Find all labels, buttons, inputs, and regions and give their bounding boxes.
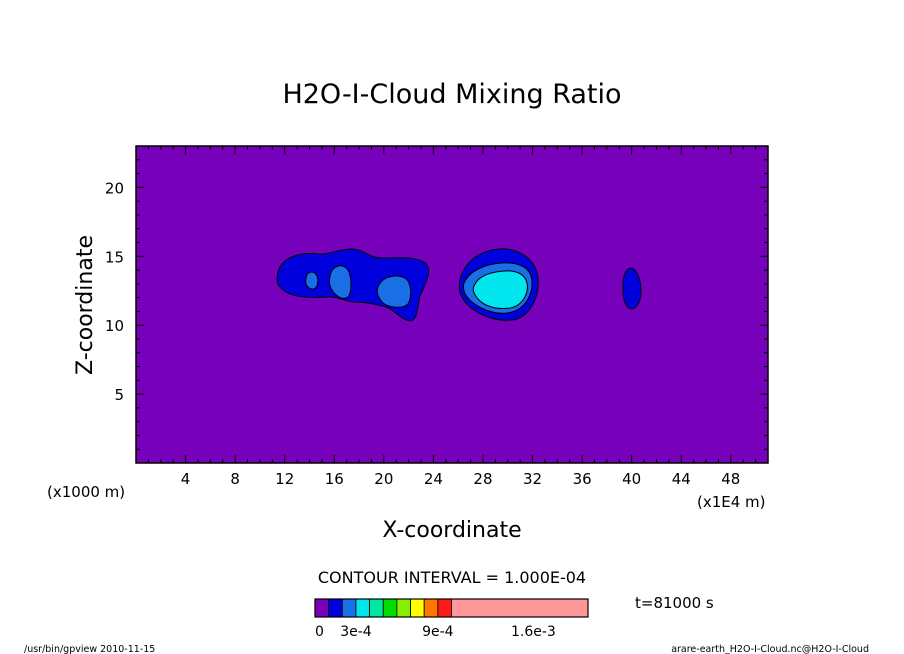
y-tick-label: 10 <box>105 317 124 335</box>
x-axis-label: X-coordinate <box>382 518 521 543</box>
chart-title: H2O-I-Cloud Mixing Ratio <box>282 79 621 110</box>
contour-fields <box>276 248 642 322</box>
colorbar-swatch <box>396 598 411 618</box>
colorbar-swatch <box>437 598 452 618</box>
colorbar-swatch <box>382 598 398 618</box>
colorbar-label: 1.6e-3 <box>511 624 556 640</box>
y-axis-label: Z-coordinate <box>73 235 98 375</box>
x-tick-label: 12 <box>275 470 294 488</box>
x-tick-label: 48 <box>721 470 740 488</box>
x-tick-label: 16 <box>325 470 344 488</box>
time-label: t=81000 s <box>635 594 714 612</box>
colorbar-label: 9e-4 <box>422 624 454 640</box>
colorbar-frame <box>314 598 589 618</box>
x-tick-label: 44 <box>672 470 691 488</box>
colorbar-swatch <box>341 598 357 618</box>
x-tick-label: 40 <box>622 470 641 488</box>
footer-left: /usr/bin/gpview 2010-11-15 <box>24 644 155 654</box>
colorbar-swatch <box>314 598 330 618</box>
colorbar-label: 0 <box>315 624 324 640</box>
colorbar-labels: 0 3e-4 9e-4 1.6e-3 <box>315 624 556 640</box>
contour-right-level1 <box>622 267 642 310</box>
contour-left-level2-c <box>376 275 412 308</box>
y-tick-label: 15 <box>105 248 124 266</box>
x-axis: 4 8 12 16 20 24 28 32 36 40 44 48 <box>147 146 757 488</box>
x-tick-label: 4 <box>181 470 191 488</box>
x-unit-left: (x1000 m) <box>47 483 125 501</box>
x-tick-label: 20 <box>374 470 393 488</box>
contour-center-level3 <box>472 270 528 309</box>
plot-area <box>136 146 768 463</box>
colorbar-swatch <box>451 598 589 618</box>
y-tick-label: 5 <box>114 386 124 404</box>
x-unit-right: (x1E4 m) <box>697 493 766 511</box>
y-tick-label: 20 <box>105 179 124 197</box>
x-tick-label: 36 <box>573 470 592 488</box>
x-tick-label: 24 <box>424 470 443 488</box>
y-axis: 5 10 15 20 <box>105 159 768 450</box>
colorbar-swatch <box>355 598 371 618</box>
colorbar-swatch <box>328 598 343 618</box>
colorbar-swatch <box>369 598 384 618</box>
colorbar <box>314 598 589 618</box>
x-tick-label: 32 <box>523 470 542 488</box>
contour-interval-label: CONTOUR INTERVAL = 1.000E-04 <box>318 568 586 587</box>
plot-frame <box>135 145 769 464</box>
colorbar-label: 3e-4 <box>340 624 372 640</box>
x-tick-label: 8 <box>230 470 240 488</box>
x-tick-label: 28 <box>473 470 492 488</box>
colorbar-swatch <box>410 598 425 618</box>
contour-left-level2-b <box>328 265 352 299</box>
footer-right: arare-earth_H2O-I-Cloud.nc@H2O-I-Cloud <box>671 644 869 654</box>
colorbar-swatch <box>423 598 439 618</box>
contour-left-level2-a <box>305 271 319 290</box>
